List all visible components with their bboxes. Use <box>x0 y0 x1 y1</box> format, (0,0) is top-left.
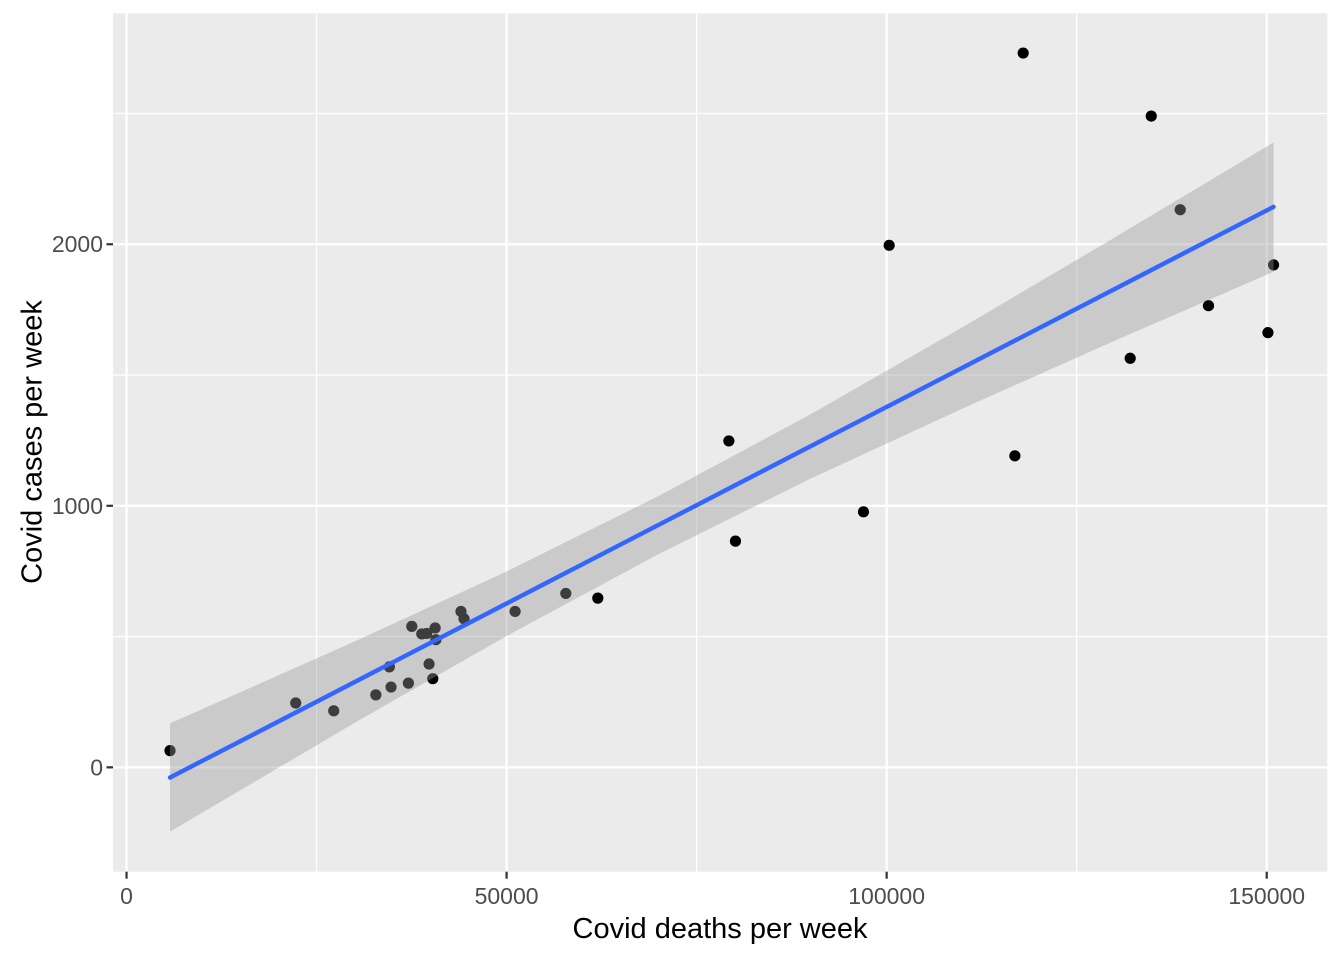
confidence-ribbon <box>170 142 1274 832</box>
data-point <box>592 592 604 604</box>
data-point <box>423 658 435 670</box>
data-point <box>1124 352 1136 364</box>
data-point <box>1262 327 1274 339</box>
y-tick-label: 0 <box>90 754 103 780</box>
data-point <box>1202 300 1215 312</box>
data-point <box>370 689 382 701</box>
data-point <box>164 745 176 757</box>
y-tick-label: 1000 <box>52 493 103 519</box>
data-point <box>509 605 521 618</box>
x-tick-label: 50000 <box>475 883 539 909</box>
data-point <box>1267 259 1280 271</box>
data-point <box>1174 204 1186 216</box>
data-point <box>729 535 742 547</box>
data-point <box>402 677 414 689</box>
data-point <box>328 705 340 717</box>
x-tick-label: 0 <box>120 883 133 909</box>
x-axis-title: Covid deaths per week <box>572 913 868 945</box>
x-tick-label: 100000 <box>848 883 925 909</box>
data-point <box>1017 47 1029 59</box>
x-tick-label: 150000 <box>1228 883 1305 909</box>
data-point <box>406 620 418 632</box>
data-point <box>427 673 439 685</box>
data-point <box>883 239 895 251</box>
data-point <box>385 681 397 693</box>
data-point <box>429 622 441 634</box>
y-axis-title: Covid cases per week <box>16 300 49 584</box>
data-point <box>560 587 572 600</box>
y-tick-label: 2000 <box>52 231 103 257</box>
data-point <box>1009 450 1021 462</box>
data-point <box>723 435 735 447</box>
data-point <box>1145 110 1157 122</box>
plot-panel <box>113 13 1328 872</box>
data-point <box>290 697 302 709</box>
trend-line <box>167 204 1276 780</box>
data-point <box>421 627 433 640</box>
data-point <box>857 506 870 518</box>
